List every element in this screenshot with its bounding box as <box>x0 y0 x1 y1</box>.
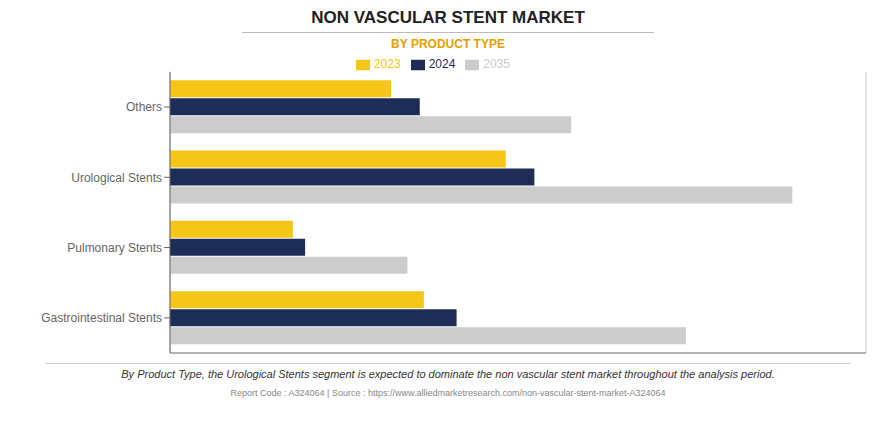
html-text:2035: 2035 <box>483 57 510 71</box>
html-text:By Product Type, the Urologica: By Product Type, the Urological Stents s… <box>121 368 775 380</box>
svg-text:Gastrointestinal Stents: Gastrointestinal Stents <box>41 311 162 325</box>
svg-text:Urological Stents: Urological Stents <box>71 171 162 185</box>
html-text:2023: 2023 <box>373 57 401 71</box>
html-text:Report Code : A324064 | Source: Report Code : A324064 | Source : https:/… <box>230 388 666 398</box>
html-text:BY PRODUCT TYPE: BY PRODUCT TYPE <box>391 37 505 51</box>
html-text:NON VASCULAR STENT MARKET: NON VASCULAR STENT MARKET <box>311 8 585 27</box>
svg-text:Others: Others <box>126 100 162 114</box>
svg-text:Pulmonary Stents: Pulmonary Stents <box>67 241 162 255</box>
html-text:2024: 2024 <box>428 57 456 71</box>
